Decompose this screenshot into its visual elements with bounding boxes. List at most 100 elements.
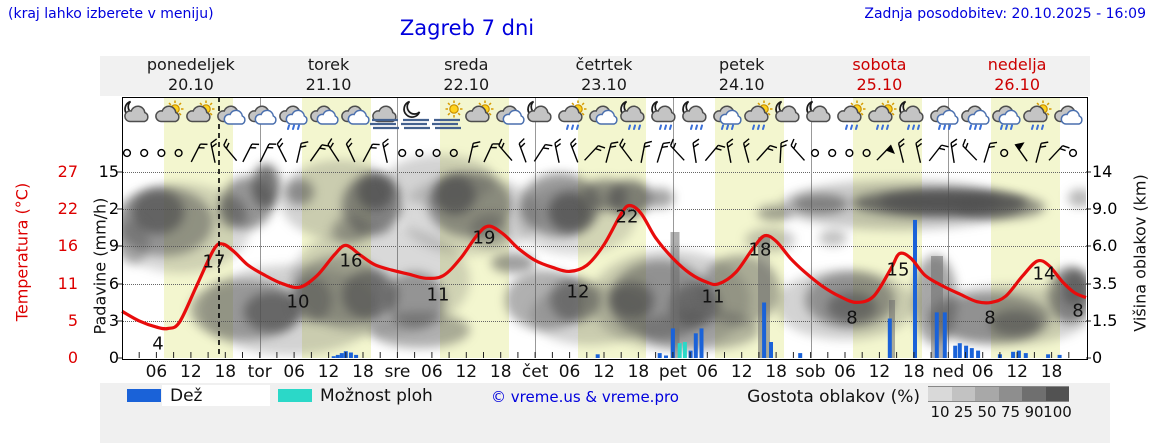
clouds-icon	[214, 99, 246, 135]
day-header-ponedeljek[interactable]: ponedeljek 20.10	[122, 55, 260, 95]
x-axis-hour-label: 18	[352, 362, 374, 382]
day-date: 20.10	[167, 75, 214, 94]
cloud-tick-1.5: 1.5	[1092, 311, 1118, 330]
temp-value-label: 18	[748, 239, 772, 261]
temp-tick-5: 5	[67, 311, 78, 330]
temp-value-label: 8	[984, 307, 996, 329]
temp-tick-22: 22	[57, 199, 78, 218]
x-axis-hour-label: 06	[971, 362, 994, 382]
day-header-sobota[interactable]: sobota 25.10	[811, 55, 949, 95]
x-axis-day-label[interactable]: sob	[795, 362, 826, 382]
cloud-rain-icon	[710, 99, 742, 135]
x-axis-hour-label: 12	[180, 362, 202, 382]
temp-value-label: 12	[566, 281, 590, 303]
cloud-density-swatch	[975, 386, 999, 402]
cloud-blob	[819, 230, 847, 246]
last-update: Zadnja posodobitev: 20.10.2025 - 16:09	[864, 6, 1146, 22]
temp-value-label: 14	[1032, 263, 1056, 285]
cloud-density-tick: 100	[1043, 403, 1072, 421]
h-gridline	[122, 172, 1086, 173]
cloud-blob	[286, 179, 314, 205]
x-axis-day-label[interactable]: pet	[658, 362, 687, 382]
day-name: ponedeljek	[146, 55, 235, 74]
temp-value-label: 10	[286, 291, 310, 313]
cloud-density-swatch	[1045, 386, 1069, 402]
cloud-density-legend-label: Gostota oblakov (%)	[747, 387, 920, 407]
day-date: 23.10	[581, 75, 627, 94]
cloud-tick-0: 0	[1092, 348, 1103, 367]
moon-cloud-rain-icon	[648, 99, 680, 135]
cloud-rain-icon	[989, 99, 1021, 135]
x-axis-hour-label: 12	[868, 362, 891, 382]
x-axis-hour-label: 12	[593, 362, 615, 382]
day-header-torek[interactable]: torek 21.10	[260, 55, 398, 95]
temp-value-label: 8	[846, 307, 858, 329]
rain-legend-swatch	[127, 389, 161, 402]
menu-hint: (kraj lahko izberete v meniju)	[8, 6, 214, 22]
meteogram-plot-area	[122, 97, 1086, 358]
day-name: sobota	[852, 55, 907, 74]
cloud-density-tick: 75	[1000, 403, 1021, 421]
day-header-četrtek[interactable]: četrtek 23.10	[535, 55, 673, 95]
day-name: sreda	[444, 55, 489, 74]
cloud-fog-icon	[369, 99, 401, 135]
temp-value-label: 15	[886, 259, 910, 281]
x-axis-hour-label: 06	[696, 362, 719, 382]
temp-value-label: 17	[202, 251, 226, 273]
day-date: 26.10	[994, 75, 1041, 94]
cloud-blob	[1068, 189, 1086, 207]
x-axis-hour-label: 18	[489, 362, 512, 382]
x-axis-hour-label: 06	[145, 362, 168, 382]
cloud-density-tick: 50	[977, 403, 997, 421]
clouds-icon	[493, 99, 525, 135]
temp-value-label: 16	[339, 250, 363, 272]
legend-box	[162, 385, 270, 406]
cloud-blob	[491, 253, 535, 273]
x-axis-day-label[interactable]: ned	[932, 362, 965, 382]
sun-cloud-icon	[462, 99, 494, 135]
day-name: četrtek	[575, 55, 633, 74]
shower-legend-label: Možnost ploh	[320, 386, 433, 406]
rain-legend-label: Dež	[170, 386, 203, 406]
temp-tick-0: 0	[67, 348, 78, 367]
sun-cloud-rain-icon	[741, 99, 773, 135]
moon-cloud-icon	[772, 99, 804, 135]
x-axis-hour-label: 12	[455, 362, 478, 382]
temp-value-label: 11	[426, 284, 450, 306]
clouds-icon	[245, 99, 277, 135]
clouds-icon	[1051, 99, 1083, 135]
day-header-nedelja[interactable]: nedelja 26.10	[948, 55, 1086, 95]
x-axis-hour-label: 18	[765, 362, 787, 382]
x-axis-day-label[interactable]: sre	[384, 362, 411, 382]
day-date: 24.10	[718, 75, 765, 94]
day-header-sreda[interactable]: sreda 22.10	[397, 55, 535, 95]
moon-cloud-rain-icon	[896, 99, 928, 135]
x-axis-hour-label: 06	[558, 362, 581, 382]
clouds-icon	[586, 99, 618, 135]
sun-fog-icon	[431, 99, 463, 135]
temp-tick-27: 27	[57, 162, 78, 181]
day-date: 22.10	[443, 75, 490, 94]
x-axis-hour-label: 18	[903, 362, 925, 382]
day-header-strip	[100, 56, 1090, 96]
day-date: 25.10	[856, 75, 903, 94]
day-header-petek[interactable]: petek 24.10	[673, 55, 811, 95]
cloud-density-tick: 90	[1024, 403, 1044, 421]
sun-cloud-rain-icon	[1020, 99, 1052, 135]
temp-value-label: 4	[152, 333, 164, 355]
copyright-link[interactable]: © vreme.us & vreme.pro	[491, 388, 679, 406]
cloud-tick-14: 14	[1092, 162, 1113, 181]
temp-tick-11: 11	[57, 274, 78, 293]
x-axis-hour-label: 18	[214, 362, 237, 382]
x-axis-day-label[interactable]: tor	[247, 362, 272, 382]
moon-cloud-icon	[803, 99, 835, 135]
cloud-density-swatch	[951, 386, 975, 402]
x-axis-hour-label: 12	[730, 362, 753, 382]
temp-value-label: 22	[615, 206, 639, 228]
precip-tick-3: 3	[108, 311, 119, 330]
x-axis-day-label[interactable]: čet	[521, 362, 549, 382]
cloud-blob	[218, 196, 246, 228]
x-axis-hour-label: 12	[1006, 362, 1028, 382]
sun-cloud-rain-icon	[865, 99, 897, 135]
